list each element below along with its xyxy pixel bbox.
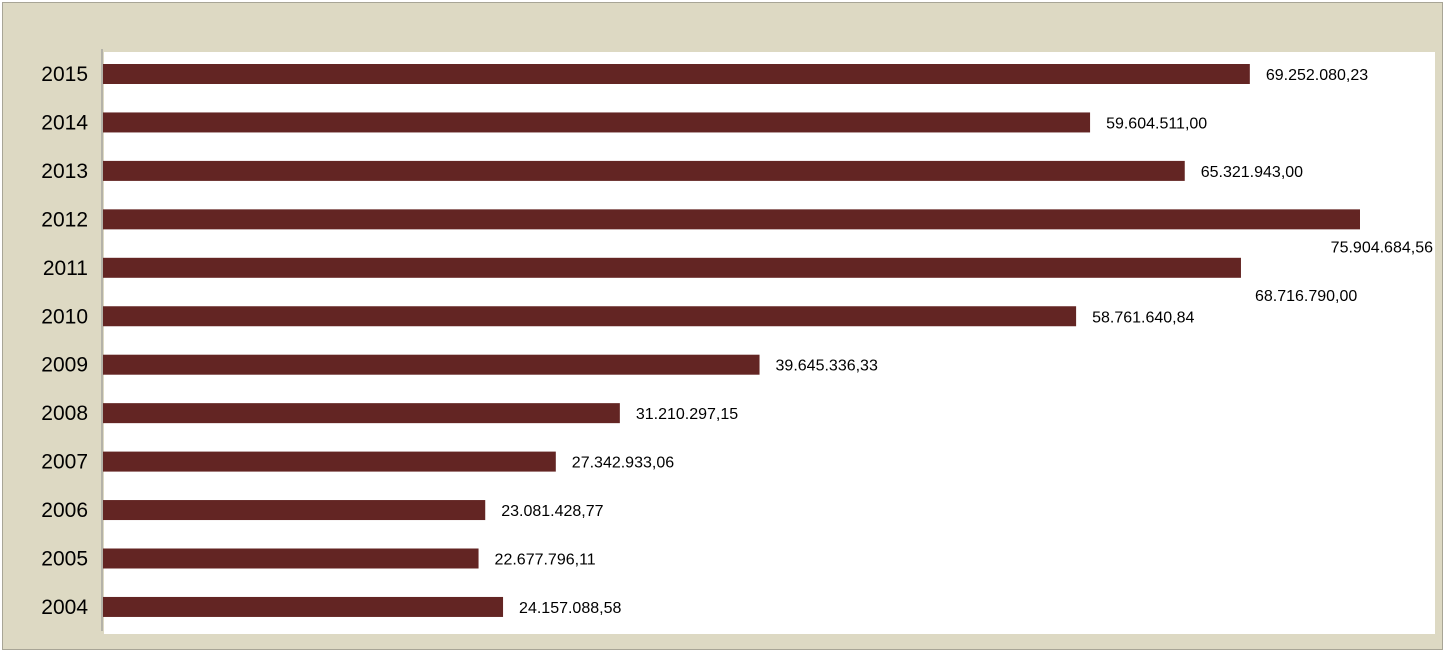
value-label-2012: 75.904.684,56 (1331, 239, 1433, 256)
value-label-2008: 31.210.297,15 (636, 406, 738, 423)
value-label-2004: 24.157.088,58 (519, 600, 621, 617)
category-label-2009: 2009 (41, 354, 88, 377)
category-label-2007: 2007 (41, 451, 88, 474)
bar-2015 (103, 64, 1250, 84)
bar-2004 (103, 596, 504, 617)
value-label-2010: 58.761.640,84 (1092, 309, 1194, 326)
value-label-2015: 69.252.080,23 (1266, 67, 1368, 84)
category-label-2014: 2014 (41, 111, 88, 134)
value-label-2014: 59.604.511,00 (1106, 115, 1207, 132)
bar-2014 (103, 112, 1091, 133)
value-label-2005: 22.677.796,11 (495, 552, 596, 569)
bar-2007 (103, 451, 556, 472)
value-label-2009: 39.645.336,33 (776, 358, 878, 375)
bar-2012 (103, 209, 1360, 230)
category-label-2011: 2011 (43, 257, 88, 280)
value-label-2013: 65.321.943,00 (1201, 164, 1303, 181)
category-label-2006: 2006 (41, 499, 88, 522)
plot-area (104, 52, 1435, 634)
bar-2011 (103, 257, 1241, 278)
bar-2006 (103, 500, 486, 521)
bar-2010 (103, 306, 1077, 327)
category-label-2012: 2012 (41, 208, 88, 231)
category-label-2013: 2013 (41, 160, 88, 183)
value-label-2006: 23.081.428,77 (501, 503, 603, 520)
category-label-2010: 2010 (41, 305, 88, 328)
category-label-2004: 2004 (41, 596, 88, 619)
value-label-2007: 27.342.933,06 (572, 455, 674, 472)
bar-2008 (103, 403, 620, 424)
value-label-2011: 68.716.790,00 (1255, 288, 1357, 305)
category-label-2015: 2015 (41, 63, 88, 86)
category-label-2005: 2005 (41, 548, 88, 571)
bar-2009 (103, 354, 760, 375)
category-label-2008: 2008 (41, 402, 88, 425)
bar-2013 (103, 160, 1185, 181)
bar-2005 (103, 548, 479, 569)
